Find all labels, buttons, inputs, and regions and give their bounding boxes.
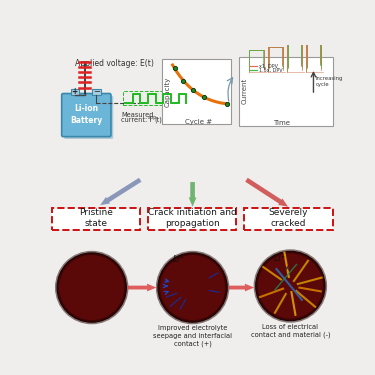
Bar <box>148 208 237 230</box>
Bar <box>123 91 162 105</box>
Text: Crack initiation and
propagation: Crack initiation and propagation <box>148 208 237 228</box>
Polygon shape <box>189 182 196 207</box>
FancyBboxPatch shape <box>70 88 79 95</box>
Text: current: I: current: I <box>121 117 151 123</box>
Text: Improved electrolyte
seepage and interfacial
contact (+): Improved electrolyte seepage and interfa… <box>153 324 232 347</box>
Text: Pristine
state: Pristine state <box>79 208 113 228</box>
Text: −: − <box>93 87 100 96</box>
Bar <box>244 208 333 230</box>
FancyBboxPatch shape <box>92 88 100 95</box>
Text: Li-ion
Battery: Li-ion Battery <box>70 104 102 125</box>
Circle shape <box>57 253 126 322</box>
Text: Severely
cracked: Severely cracked <box>268 208 308 228</box>
Text: Current: Current <box>241 78 247 104</box>
FancyBboxPatch shape <box>62 93 111 136</box>
Text: +: + <box>72 87 78 96</box>
Bar <box>239 57 333 126</box>
Text: Li⁺: Li⁺ <box>273 254 286 263</box>
Text: x1, DPV: x1, DPV <box>259 64 278 69</box>
Text: app: app <box>148 115 157 120</box>
Text: Capacity: Capacity <box>164 76 170 107</box>
Polygon shape <box>128 284 156 291</box>
Text: (t): (t) <box>155 117 163 123</box>
Text: 1.5x, DPV: 1.5x, DPV <box>259 68 282 73</box>
Text: Time: Time <box>273 120 290 126</box>
Circle shape <box>256 251 325 321</box>
Text: Li⁺: Li⁺ <box>172 255 185 264</box>
Bar <box>52 208 140 230</box>
Text: Increasing
cycle: Increasing cycle <box>316 76 343 87</box>
Circle shape <box>158 253 227 322</box>
Text: Applied voltage: E(t): Applied voltage: E(t) <box>75 59 154 68</box>
Polygon shape <box>100 178 141 205</box>
FancyBboxPatch shape <box>64 96 113 139</box>
Text: Cycle #: Cycle # <box>185 119 212 125</box>
Polygon shape <box>245 178 288 207</box>
Text: Measured: Measured <box>121 112 153 118</box>
Bar <box>162 59 231 124</box>
Text: Loss of electrical
contact and material (-): Loss of electrical contact and material … <box>251 324 330 338</box>
Polygon shape <box>229 284 254 291</box>
